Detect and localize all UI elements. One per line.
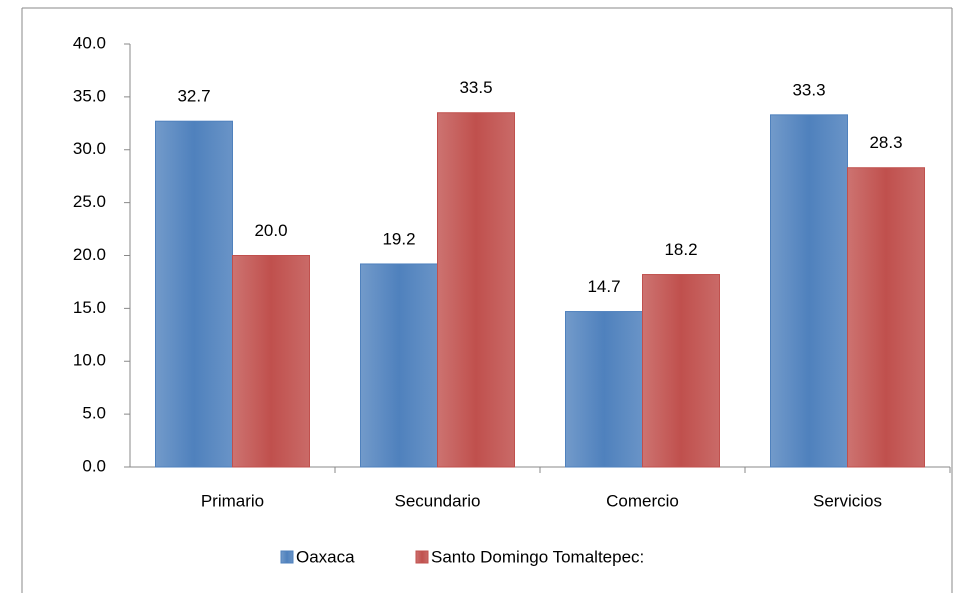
y-tick-label: 5.0 — [82, 404, 106, 423]
x-tick-label: Comercio — [606, 491, 679, 510]
x-tick-label: Secundario — [394, 491, 480, 510]
data-label: 19.2 — [382, 229, 415, 248]
x-tick-label: Servicios — [813, 491, 882, 510]
y-tick-label: 30.0 — [73, 139, 106, 158]
legend-label: Santo Domingo Tomaltepec: — [431, 547, 644, 566]
y-tick-label: 25.0 — [73, 192, 106, 211]
data-label: 32.7 — [177, 87, 210, 106]
data-label: 14.7 — [587, 277, 620, 296]
bar — [437, 112, 515, 468]
y-tick-label: 10.0 — [73, 351, 106, 370]
bar — [232, 255, 310, 468]
data-label: 18.2 — [664, 240, 697, 259]
data-label: 33.3 — [792, 80, 825, 99]
legend-swatch — [415, 550, 429, 564]
bar — [155, 120, 233, 468]
bar — [642, 274, 720, 468]
y-tick-label: 40.0 — [73, 33, 106, 52]
x-tick-label: Primario — [201, 491, 264, 510]
y-tick-label: 15.0 — [73, 298, 106, 317]
legend-label: Oaxaca — [296, 547, 355, 566]
y-tick-label: 20.0 — [73, 245, 106, 264]
legend-swatch — [280, 550, 294, 564]
data-label: 28.3 — [869, 133, 902, 152]
bar — [360, 263, 438, 468]
bar — [847, 167, 925, 468]
bar — [565, 311, 643, 468]
y-tick-label: 0.0 — [82, 456, 106, 475]
data-label: 20.0 — [254, 221, 287, 240]
data-label: 33.5 — [459, 78, 492, 97]
y-tick-label: 35.0 — [73, 86, 106, 105]
bar — [770, 114, 848, 468]
